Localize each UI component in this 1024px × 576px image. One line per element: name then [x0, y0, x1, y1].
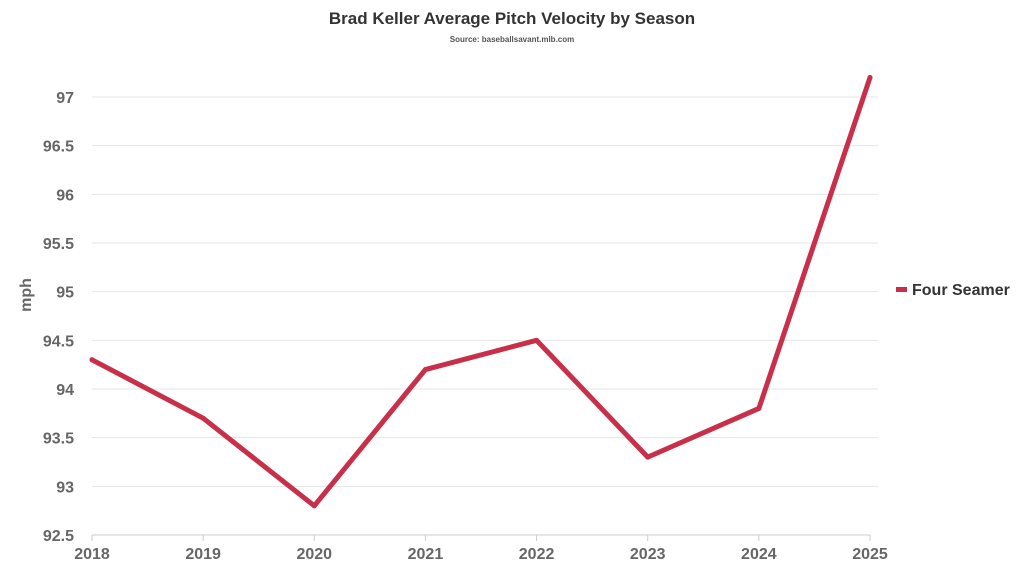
legend-item-label[interactable]: Four Seamer — [912, 282, 1010, 299]
x-tick-label: 2023 — [630, 546, 666, 563]
y-tick-label: 92.5 — [43, 528, 74, 545]
series-lines — [89, 75, 873, 509]
y-axis-ticks: 92.5 93 93.5 94 94.5 95 95.5 96 96.5 97 — [43, 90, 74, 545]
x-tick-label: 2022 — [519, 546, 555, 563]
x-tick-label: 2018 — [74, 546, 110, 563]
legend-swatch — [896, 287, 907, 292]
data-point[interactable] — [422, 367, 428, 373]
y-tick-label: 94 — [56, 382, 74, 399]
data-point[interactable] — [200, 415, 206, 421]
data-point[interactable] — [534, 337, 540, 343]
legend[interactable]: Four Seamer — [896, 282, 1010, 299]
y-tick-label: 97 — [56, 90, 74, 107]
y-tick-label: 94.5 — [43, 333, 74, 350]
x-tick-label: 2025 — [852, 546, 888, 563]
y-tick-label: 96 — [56, 187, 74, 204]
chart-title: Brad Keller Average Pitch Velocity by Se… — [329, 9, 695, 28]
data-point[interactable] — [867, 75, 873, 81]
x-tick-label: 2020 — [296, 546, 332, 563]
gridlines — [92, 96, 878, 487]
y-tick-label: 93 — [56, 479, 74, 496]
x-axis-ticks: 2018 2019 2020 2021 2022 2023 2024 2025 — [74, 535, 888, 563]
series-line-four-seamer[interactable] — [89, 75, 873, 509]
x-tick-label: 2021 — [408, 546, 444, 563]
y-tick-label: 93.5 — [43, 431, 74, 448]
data-point[interactable] — [756, 405, 762, 411]
data-point[interactable] — [89, 357, 95, 363]
data-point[interactable] — [645, 454, 651, 460]
data-point[interactable] — [311, 503, 317, 509]
y-tick-label: 95.5 — [43, 236, 74, 253]
y-tick-label: 96.5 — [43, 139, 74, 156]
y-axis-label: mph — [18, 278, 35, 312]
x-tick-label: 2019 — [185, 546, 221, 563]
x-tick-label: 2024 — [741, 546, 777, 563]
chart-subtitle: Source: baseballsavant.mlb.com — [450, 35, 575, 44]
y-tick-label: 95 — [56, 285, 74, 302]
